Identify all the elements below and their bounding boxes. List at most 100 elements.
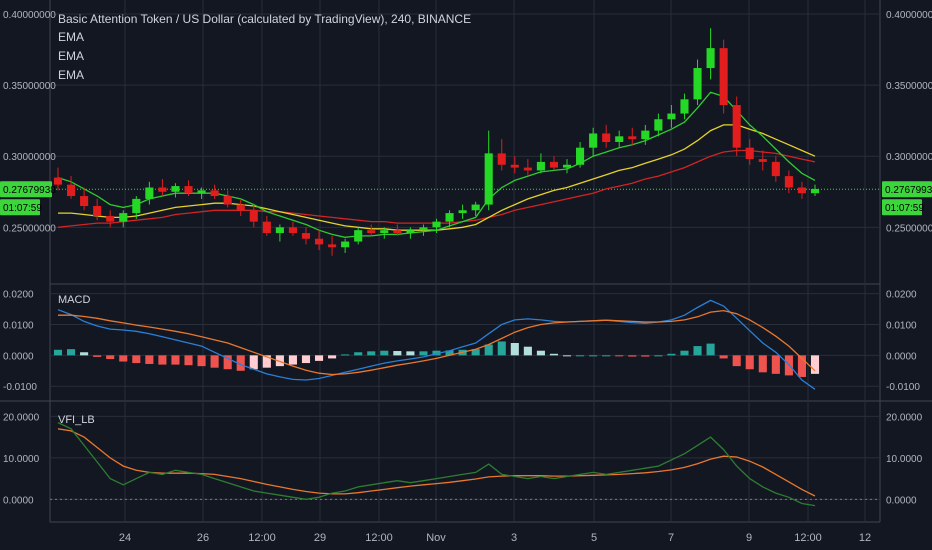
macd-pane-title: MACD bbox=[58, 294, 91, 306]
candle-body bbox=[484, 153, 493, 205]
candle-body bbox=[562, 164, 572, 168]
macd-histogram-bar bbox=[67, 349, 76, 356]
macd-histogram-bar bbox=[80, 352, 89, 356]
macd-histogram-bar bbox=[380, 350, 389, 356]
macd-histogram-bar bbox=[328, 355, 337, 359]
candle bbox=[67, 176, 76, 199]
candle-body bbox=[536, 161, 545, 171]
candle bbox=[706, 28, 715, 80]
x-tick-label: 12:00 bbox=[794, 532, 822, 544]
price-pane[interactable] bbox=[50, 28, 880, 256]
candle bbox=[288, 221, 297, 236]
candle bbox=[393, 224, 402, 236]
macd-histogram-bar bbox=[510, 343, 519, 356]
macd-histogram-bar bbox=[93, 355, 102, 357]
candle bbox=[223, 190, 232, 208]
candle-body bbox=[184, 186, 193, 194]
candle-body bbox=[458, 210, 467, 214]
macd-histogram-bar bbox=[249, 355, 258, 370]
candle-body bbox=[549, 161, 559, 168]
candle-body bbox=[615, 136, 624, 142]
countdown-tag-left-text: 01:07:59 bbox=[3, 203, 42, 214]
candle-body bbox=[223, 196, 232, 205]
candle-body bbox=[210, 190, 219, 197]
macd-axis-left-label: 0.0100 bbox=[3, 320, 34, 331]
candle bbox=[80, 187, 89, 211]
candle-body bbox=[510, 164, 519, 168]
macd-histogram-bar bbox=[432, 350, 441, 356]
macd-histogram-bar bbox=[758, 355, 767, 373]
candle-body bbox=[380, 230, 389, 234]
candle-body bbox=[262, 221, 271, 234]
x-tick-label: 12:00 bbox=[365, 532, 393, 544]
vfi-axis-right-label: 0.0000 bbox=[886, 495, 917, 506]
candle-body bbox=[106, 215, 115, 222]
macd-histogram-bar bbox=[523, 346, 532, 356]
candle-body bbox=[328, 244, 337, 248]
candle bbox=[719, 39, 728, 114]
candle bbox=[680, 93, 689, 120]
candle bbox=[562, 159, 572, 174]
candle-body bbox=[784, 176, 793, 188]
macd-histogram-bar bbox=[667, 353, 676, 356]
candle bbox=[497, 139, 506, 171]
candle bbox=[758, 150, 767, 171]
candle-body bbox=[158, 187, 167, 192]
macd-histogram-bar bbox=[693, 346, 702, 356]
macd-histogram-bar bbox=[354, 352, 363, 356]
macd-histogram-bar bbox=[106, 355, 115, 360]
macd-histogram-bar bbox=[771, 355, 780, 374]
vfi-axis-left-label: 20.0000 bbox=[3, 412, 40, 423]
candle-body bbox=[693, 68, 702, 100]
x-tick-label: 24 bbox=[119, 532, 131, 544]
candle-body bbox=[706, 48, 715, 69]
candle bbox=[667, 105, 676, 128]
candle bbox=[419, 224, 428, 236]
macd-histogram-bar bbox=[654, 355, 663, 357]
current-price-tag-left: 0.27679938 bbox=[0, 181, 56, 198]
candle bbox=[549, 156, 559, 171]
price-axis-right-label: 0.30000000 bbox=[886, 152, 932, 163]
candle-body bbox=[719, 48, 728, 106]
candle-body bbox=[249, 210, 258, 222]
x-tick-label: 26 bbox=[197, 532, 209, 544]
macd-histogram-bar bbox=[680, 350, 689, 356]
candle bbox=[602, 124, 611, 148]
candle bbox=[432, 218, 441, 234]
macd-histogram-bar bbox=[393, 351, 402, 356]
candle bbox=[771, 156, 780, 182]
candle-body bbox=[354, 230, 363, 242]
candle-body bbox=[667, 113, 676, 120]
candle bbox=[536, 153, 545, 174]
axes: 24 26 12:00 29 12:00 Nov 3 5 7 9 12:00 12 0.40000000… bbox=[0, 10, 932, 544]
macd-histogram-bar bbox=[210, 355, 219, 368]
x-tick-label: 12 bbox=[859, 532, 871, 544]
candle-body bbox=[314, 238, 324, 245]
candle bbox=[784, 170, 793, 194]
candle-body bbox=[80, 196, 89, 206]
candle bbox=[236, 198, 245, 216]
macd-histogram-bar bbox=[589, 355, 598, 357]
candle-body bbox=[367, 230, 376, 234]
macd-histogram-bar bbox=[223, 355, 232, 370]
x-tick-label: 9 bbox=[746, 532, 752, 544]
macd-pane[interactable] bbox=[53, 299, 820, 390]
candle-body bbox=[497, 153, 506, 165]
candle bbox=[210, 184, 219, 199]
candle bbox=[576, 142, 585, 168]
candle bbox=[615, 130, 624, 148]
candle bbox=[406, 227, 415, 239]
candle-body bbox=[523, 167, 532, 171]
candle-body bbox=[758, 159, 767, 162]
candle bbox=[262, 215, 271, 236]
vfi-pane[interactable] bbox=[50, 422, 880, 507]
macd-histogram-bar bbox=[132, 355, 141, 364]
macd-histogram-bar bbox=[615, 355, 624, 357]
macd-histogram-bar bbox=[719, 355, 728, 359]
candle-body bbox=[589, 133, 598, 148]
current-price-tag-right: 0.27679938 bbox=[882, 181, 932, 198]
candle bbox=[445, 210, 454, 228]
vfi-axis-right-label: 20.0000 bbox=[886, 412, 923, 423]
candle bbox=[641, 124, 650, 145]
